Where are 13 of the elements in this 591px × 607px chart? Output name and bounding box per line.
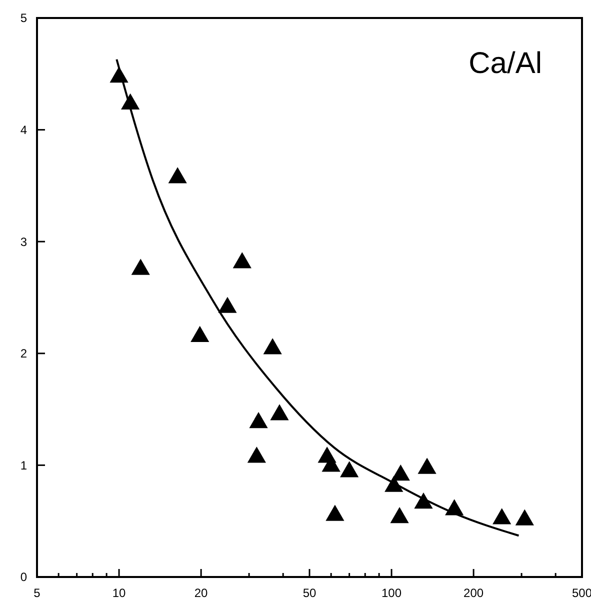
y-tick-label: 5 — [20, 11, 28, 26]
y-tick-label: 2 — [20, 346, 28, 361]
x-tick-label: 200 — [464, 586, 484, 600]
x-tick-label: 50 — [302, 586, 316, 600]
x-tick-label: 100 — [382, 586, 402, 600]
y-tick-label: 0 — [20, 570, 28, 584]
x-tick-label: 10 — [112, 586, 126, 600]
x-tick-label: 20 — [194, 586, 208, 600]
y-tick-label: 4 — [20, 123, 28, 137]
annotation: Ca/Al — [468, 47, 542, 80]
y-tick-label: 3 — [20, 234, 28, 249]
x-tick-label: 5 — [34, 586, 41, 600]
y-tick-label: 1 — [20, 458, 28, 472]
